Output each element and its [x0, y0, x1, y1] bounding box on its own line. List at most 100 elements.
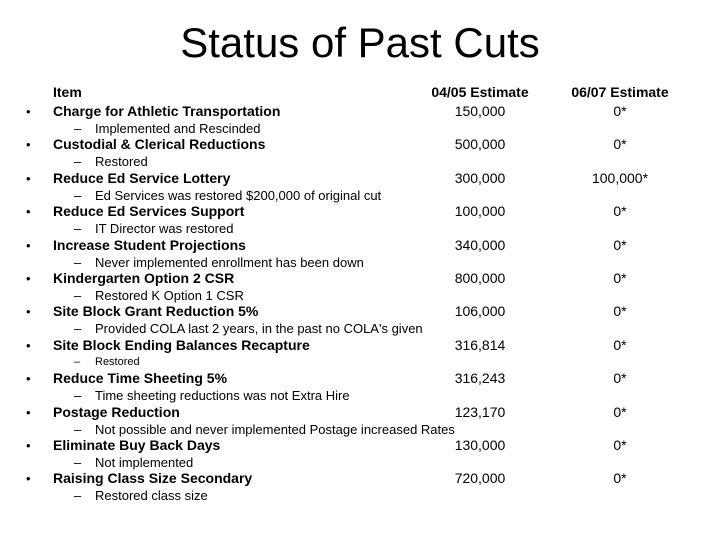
sub-note: Restored class size — [95, 488, 208, 504]
sub-note: Time sheeting reductions was not Extra H… — [95, 388, 350, 404]
estimate-0405-value: 100,000 — [454, 203, 506, 220]
item-line: • Postage Reduction 123,170 0* — [0, 404, 720, 422]
dash-icon: – — [74, 321, 82, 337]
dash-icon: – — [74, 421, 82, 437]
column-header-item: Item — [53, 84, 82, 100]
table-row: • Postage Reduction 123,170 0* – Not pos… — [0, 404, 720, 437]
table-row: • Charge for Athletic Transportation 150… — [0, 103, 720, 136]
table-row: • Reduce Ed Service Lottery 300,000 100,… — [0, 170, 720, 203]
estimate-0607-value: 0* — [613, 470, 627, 487]
sub-note-line: – Time sheeting reductions was not Extra… — [0, 388, 720, 403]
bullet-icon: • — [26, 204, 31, 220]
estimate-0607-value: 0* — [613, 403, 627, 420]
item-line: • Charge for Athletic Transportation 150… — [0, 103, 720, 121]
estimate-0405-value: 316,243 — [454, 370, 506, 387]
sub-note: Implemented and Rescinded — [95, 121, 261, 136]
table-row: • Kindergarten Option 2 CSR 800,000 0* –… — [0, 270, 720, 303]
item-line: • Kindergarten Option 2 CSR 800,000 0* — [0, 270, 720, 288]
table-row: • Custodial & Clerical Reductions 500,00… — [0, 136, 720, 169]
sub-note-line: – IT Director was restored — [0, 221, 720, 236]
sub-note-line: – Restored — [0, 355, 720, 370]
estimate-0405-value: 800,000 — [454, 269, 506, 286]
table-header-row: Item 04/05 Estimate 06/07 Estimate — [0, 84, 720, 103]
bullet-icon: • — [26, 304, 31, 320]
sub-note-line: – Not implemented — [0, 455, 720, 470]
bullet-icon: • — [26, 104, 31, 119]
item-line: • Raising Class Size Secondary 720,000 0… — [0, 470, 720, 488]
item-label: Custodial & Clerical Reductions — [53, 136, 266, 153]
bullet-icon: • — [26, 371, 31, 387]
item-label: Site Block Ending Balances Recapture — [53, 336, 310, 353]
item-line: • Reduce Time Sheeting 5% 316,243 0* — [0, 370, 720, 388]
sub-note: Restored K Option 1 CSR — [95, 287, 244, 303]
estimate-0607-value: 0* — [613, 303, 627, 320]
estimate-0405-value: 123,170 — [454, 403, 506, 420]
slide-title: Status of Past Cuts — [180, 19, 540, 66]
dash-icon: – — [74, 221, 82, 237]
dash-icon: – — [74, 488, 82, 504]
item-label: Reduce Ed Services Support — [53, 203, 245, 220]
table-row: • Site Block Ending Balances Recapture 3… — [0, 337, 720, 370]
item-line: • Reduce Ed Services Support 100,000 0* — [0, 203, 720, 221]
sub-note: Not possible and never implemented Posta… — [95, 421, 455, 437]
bullet-icon: • — [26, 270, 31, 286]
bullet-icon: • — [26, 437, 31, 453]
table-row: • Eliminate Buy Back Days 130,000 0* – N… — [0, 437, 720, 470]
item-line: • Site Block Grant Reduction 5% 106,000 … — [0, 303, 720, 321]
sub-note-line: – Restored — [0, 154, 720, 169]
sub-note: Ed Services was restored $200,000 of ori… — [95, 187, 382, 203]
estimate-0405-value: 150,000 — [454, 103, 506, 119]
sub-note-line: – Not possible and never implemented Pos… — [0, 422, 720, 437]
dash-icon: – — [74, 187, 82, 203]
sub-note: Restored — [95, 355, 140, 368]
bullet-icon: • — [26, 170, 31, 186]
table-row: • Increase Student Projections 340,000 0… — [0, 237, 720, 270]
table-row: • Reduce Time Sheeting 5% 316,243 0* – T… — [0, 370, 720, 403]
table-rows: • Charge for Athletic Transportation 150… — [0, 103, 720, 504]
sub-note-line: – Provided COLA last 2 years, in the pas… — [0, 321, 720, 336]
column-header-0405-estimate: 04/05 Estimate — [431, 84, 529, 100]
dash-icon: – — [74, 355, 81, 368]
estimate-0607-value: 0* — [613, 236, 627, 253]
sub-note: Restored — [95, 154, 148, 170]
dash-icon: – — [74, 254, 82, 270]
estimate-0607-value: 0* — [613, 336, 627, 353]
sub-note: Provided COLA last 2 years, in the past … — [95, 321, 423, 337]
sub-note: Not implemented — [95, 454, 194, 470]
dash-icon: – — [74, 454, 82, 470]
estimate-0405-value: 500,000 — [454, 136, 506, 153]
bullet-icon: • — [26, 404, 31, 420]
estimate-0607-value: 0* — [613, 436, 627, 453]
estimate-0405-value: 340,000 — [454, 236, 506, 253]
column-header-0607-estimate: 06/07 Estimate — [571, 84, 669, 100]
item-line: • Custodial & Clerical Reductions 500,00… — [0, 136, 720, 154]
item-label: Reduce Time Sheeting 5% — [53, 370, 228, 387]
estimate-0607-value: 100,000* — [591, 169, 649, 186]
item-label: Site Block Grant Reduction 5% — [53, 303, 259, 320]
sub-note-line: – Ed Services was restored $200,000 of o… — [0, 188, 720, 203]
estimate-0405-value: 316,814 — [454, 336, 506, 353]
dash-icon: – — [74, 287, 82, 303]
bullet-icon: • — [26, 237, 31, 253]
table-row: • Reduce Ed Services Support 100,000 0* … — [0, 203, 720, 236]
estimate-0405-value: 300,000 — [454, 169, 506, 186]
estimate-0405-value: 106,000 — [454, 303, 506, 320]
item-label: Eliminate Buy Back Days — [53, 436, 221, 453]
table-row: • Site Block Grant Reduction 5% 106,000 … — [0, 303, 720, 336]
estimate-0405-value: 130,000 — [454, 436, 506, 453]
sub-note-line: – Restored K Option 1 CSR — [0, 288, 720, 303]
item-label: Reduce Ed Service Lottery — [53, 169, 231, 186]
bullet-icon: • — [26, 137, 31, 153]
estimate-0405-value: 720,000 — [454, 470, 506, 487]
item-line: • Site Block Ending Balances Recapture 3… — [0, 337, 720, 355]
estimate-0607-value: 0* — [613, 269, 627, 286]
item-label: Increase Student Projections — [53, 236, 246, 253]
sub-note: Never implemented enrollment has been do… — [95, 254, 364, 270]
item-line: • Increase Student Projections 340,000 0… — [0, 237, 720, 255]
sub-note: IT Director was restored — [95, 221, 234, 237]
bullet-icon: • — [26, 471, 31, 487]
sub-note-line: – Restored class size — [0, 488, 720, 503]
dash-icon: – — [74, 121, 82, 136]
item-label: Kindergarten Option 2 CSR — [53, 269, 235, 286]
